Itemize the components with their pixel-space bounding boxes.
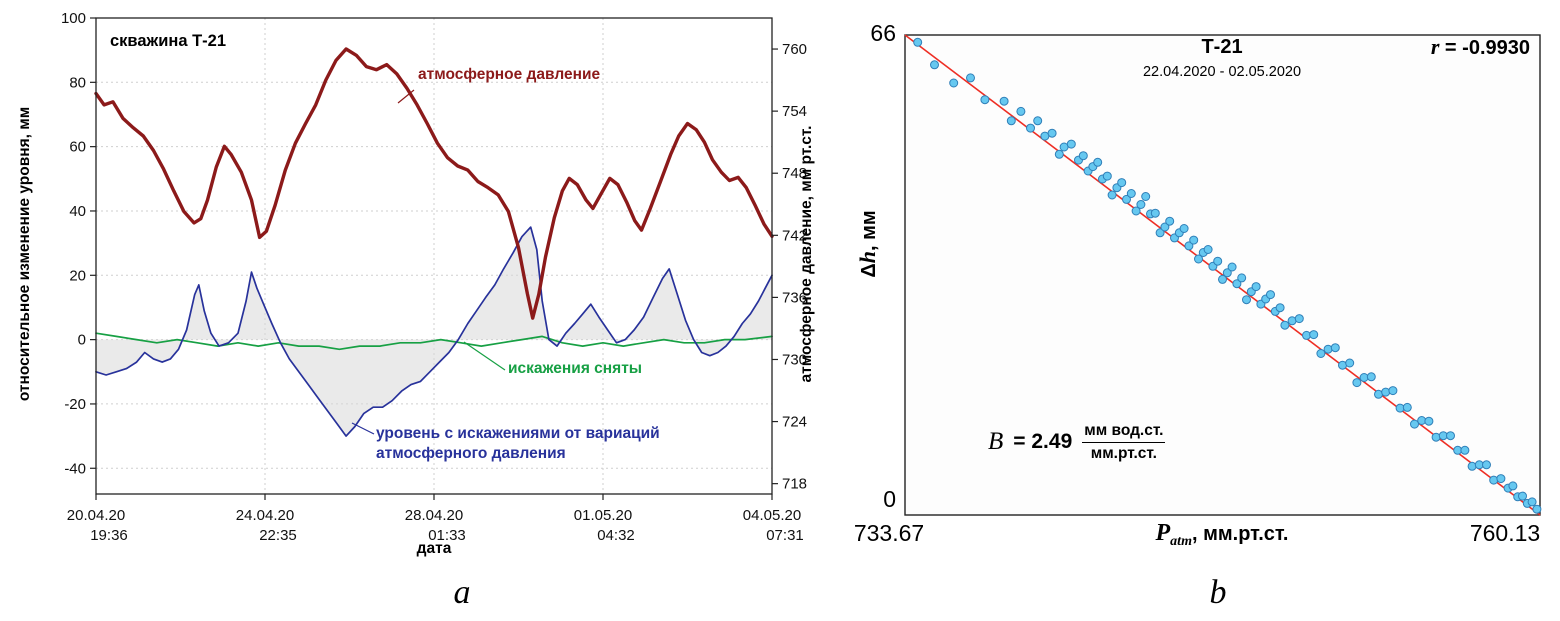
svg-text:742: 742 — [782, 227, 807, 244]
svg-text:718: 718 — [782, 476, 807, 493]
figure-b: 66 0 733.67 760.13 Т-21 22.04.2020 - 02.… — [828, 4, 1552, 618]
svg-text:20.04.20: 20.04.20 — [67, 507, 125, 524]
r-symbol: r — [1430, 34, 1440, 59]
svg-text:80: 80 — [69, 74, 86, 91]
x-max-label: 760.13 — [1469, 520, 1541, 546]
chart-b-subtitle: 22.04.2020 - 02.05.2020 — [1142, 64, 1302, 80]
svg-text:100: 100 — [61, 10, 86, 27]
chart-b-title: Т-21 — [1201, 36, 1243, 58]
svg-text:19:36: 19:36 — [90, 527, 128, 544]
svg-text:04.05.20: 04.05.20 — [743, 507, 801, 524]
annotation-distorted-level-line1: уровень с искажениями от вариаций — [376, 425, 660, 442]
svg-text:01:33: 01:33 — [428, 527, 466, 544]
caption-a: a — [453, 574, 471, 611]
svg-text:760: 760 — [782, 41, 807, 58]
caption-b: b — [1209, 574, 1227, 611]
svg-text:748: 748 — [782, 165, 807, 182]
annotation-atmospheric-pressure: атмосферное давление — [418, 66, 601, 83]
svg-text:754: 754 — [782, 103, 807, 120]
h-symbol: h — [855, 251, 880, 264]
svg-text:04:32: 04:32 — [597, 527, 635, 544]
well-level-pressure-chart: 100 80 60 40 20 0 -20 -40 760 754 748 742 736 730 724 7… — [61, 10, 807, 544]
svg-text:736: 736 — [782, 289, 807, 306]
figure-a: 100 80 60 40 20 0 -20 -40 760 754 748 742 736 730 724 7… — [8, 4, 820, 618]
annotation-distorted-level-line2: атмосферного давления — [376, 445, 566, 463]
y-axis-left-label: относительное изменение уровня, мм — [16, 106, 33, 402]
svg-text:-20: -20 — [64, 396, 86, 413]
svg-text:-40: -40 — [64, 460, 86, 477]
x-axis-label: дата — [416, 540, 452, 557]
b-units-fraction: мм вод.ст. мм.рт.ст. — [1082, 422, 1166, 463]
svg-text:22:35: 22:35 — [259, 527, 297, 544]
svg-text:40: 40 — [69, 203, 86, 220]
p-symbol: P — [1155, 520, 1171, 546]
barometric-coefficient: B = 2.49 мм вод.ст. мм.рт.ст. — [988, 422, 1166, 463]
y-axis-right-label: атмосферное давление, мм рт.ст. — [798, 125, 815, 383]
x-axis-label-b: Patm, мм.рт.ст. — [1156, 520, 1289, 550]
r-value: = -0.9930 — [1439, 37, 1530, 59]
y-max-label: 66 — [870, 20, 896, 46]
svg-text:24.04.20: 24.04.20 — [236, 507, 294, 524]
svg-text:07:31: 07:31 — [766, 527, 804, 544]
svg-text:724: 724 — [782, 414, 807, 431]
b-units-denominator: мм.рт.ст. — [1090, 444, 1157, 462]
b-value: = 2.49 — [1013, 430, 1073, 454]
x-units: , мм.рт.ст. — [1191, 523, 1289, 545]
chart-a-title: скважина Т-21 — [110, 32, 227, 50]
svg-text:28.04.20: 28.04.20 — [405, 507, 463, 524]
svg-text:0: 0 — [78, 332, 86, 349]
correlation-coefficient: r = -0.9930 — [1431, 34, 1530, 60]
correlation-scatter-chart — [904, 34, 1542, 516]
b-units-numerator: мм вод.ст. — [1082, 422, 1166, 443]
atm-subscript: atm — [1170, 534, 1192, 549]
svg-text:20: 20 — [69, 267, 86, 284]
y-units: , мм — [858, 210, 880, 252]
y-min-label: 0 — [883, 486, 896, 512]
annotation-distorted-level: уровень с искажениями от вариаций атмосф… — [376, 424, 660, 464]
b-symbol: B — [988, 428, 1004, 456]
delta-symbol: Δ — [858, 263, 880, 278]
annotation-distortions-removed: искажения сняты — [508, 360, 643, 377]
y-axis-label-b: Δh, мм — [855, 210, 881, 277]
x-min-label: 733.67 — [853, 520, 925, 546]
svg-text:01.05.20: 01.05.20 — [574, 507, 632, 524]
svg-text:60: 60 — [69, 139, 86, 156]
svg-text:730: 730 — [782, 351, 807, 368]
